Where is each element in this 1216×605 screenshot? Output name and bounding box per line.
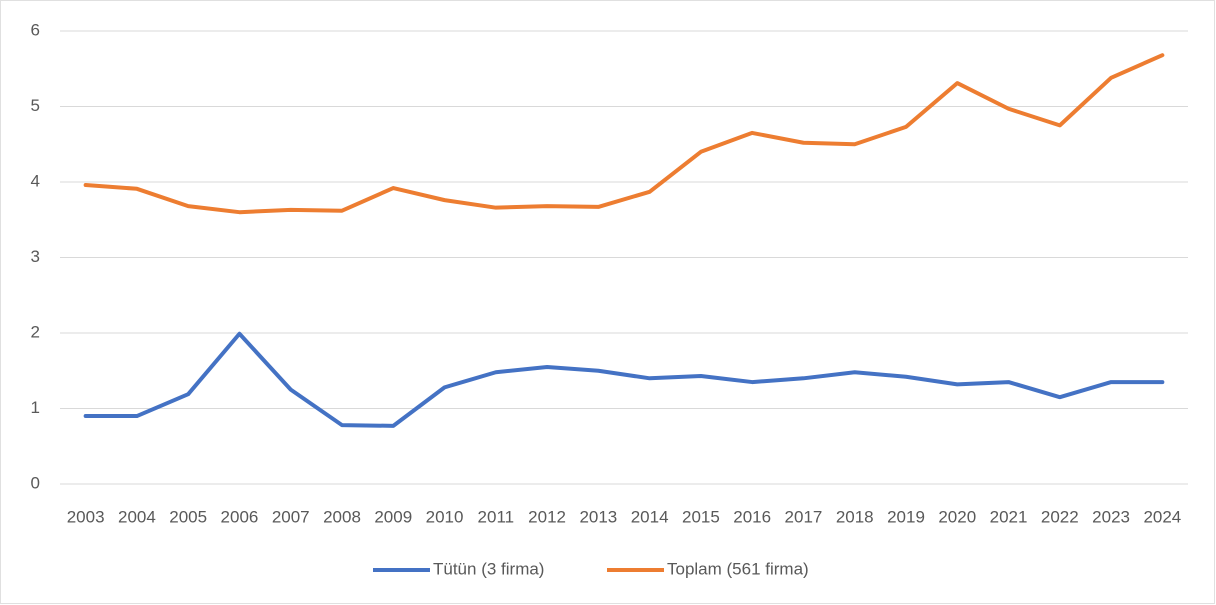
y-tick-label: 6 [31,20,40,39]
y-tick-label: 1 [31,398,40,417]
x-tick-label: 2010 [426,507,464,526]
legend-label: Tütün (3 firma) [433,559,544,578]
x-tick-label: 2022 [1041,507,1079,526]
x-tick-label: 2006 [221,507,259,526]
x-tick-label: 2019 [887,507,925,526]
x-tick-label: 2004 [118,507,156,526]
x-tick-label: 2011 [478,507,515,526]
x-tick-label: 2015 [682,507,720,526]
x-tick-label: 2013 [579,507,617,526]
x-tick-label: 2017 [785,507,823,526]
x-tick-label: 2016 [733,507,771,526]
y-tick-label: 2 [31,322,40,341]
x-tick-label: 2020 [938,507,976,526]
x-tick-label: 2007 [272,507,310,526]
x-tick-label: 2024 [1143,507,1181,526]
y-tick-label: 0 [31,473,40,492]
x-tick-label: 2009 [374,507,412,526]
y-tick-label: 4 [31,171,40,190]
series-line [83,331,1165,428]
x-tick-label: 2023 [1092,507,1130,526]
x-tick-label: 2008 [323,507,361,526]
x-tick-label: 2003 [67,507,105,526]
x-tick-label: 2018 [836,507,874,526]
x-tick-label: 2014 [631,507,669,526]
x-tick-label: 2021 [990,507,1028,526]
x-tick-label: 2005 [169,507,207,526]
series-line [83,53,1165,215]
y-tick-label: 5 [31,96,40,115]
y-tick-label: 3 [31,247,40,266]
legend-label: Toplam (561 firma) [667,559,809,578]
x-tick-label: 2012 [528,507,566,526]
